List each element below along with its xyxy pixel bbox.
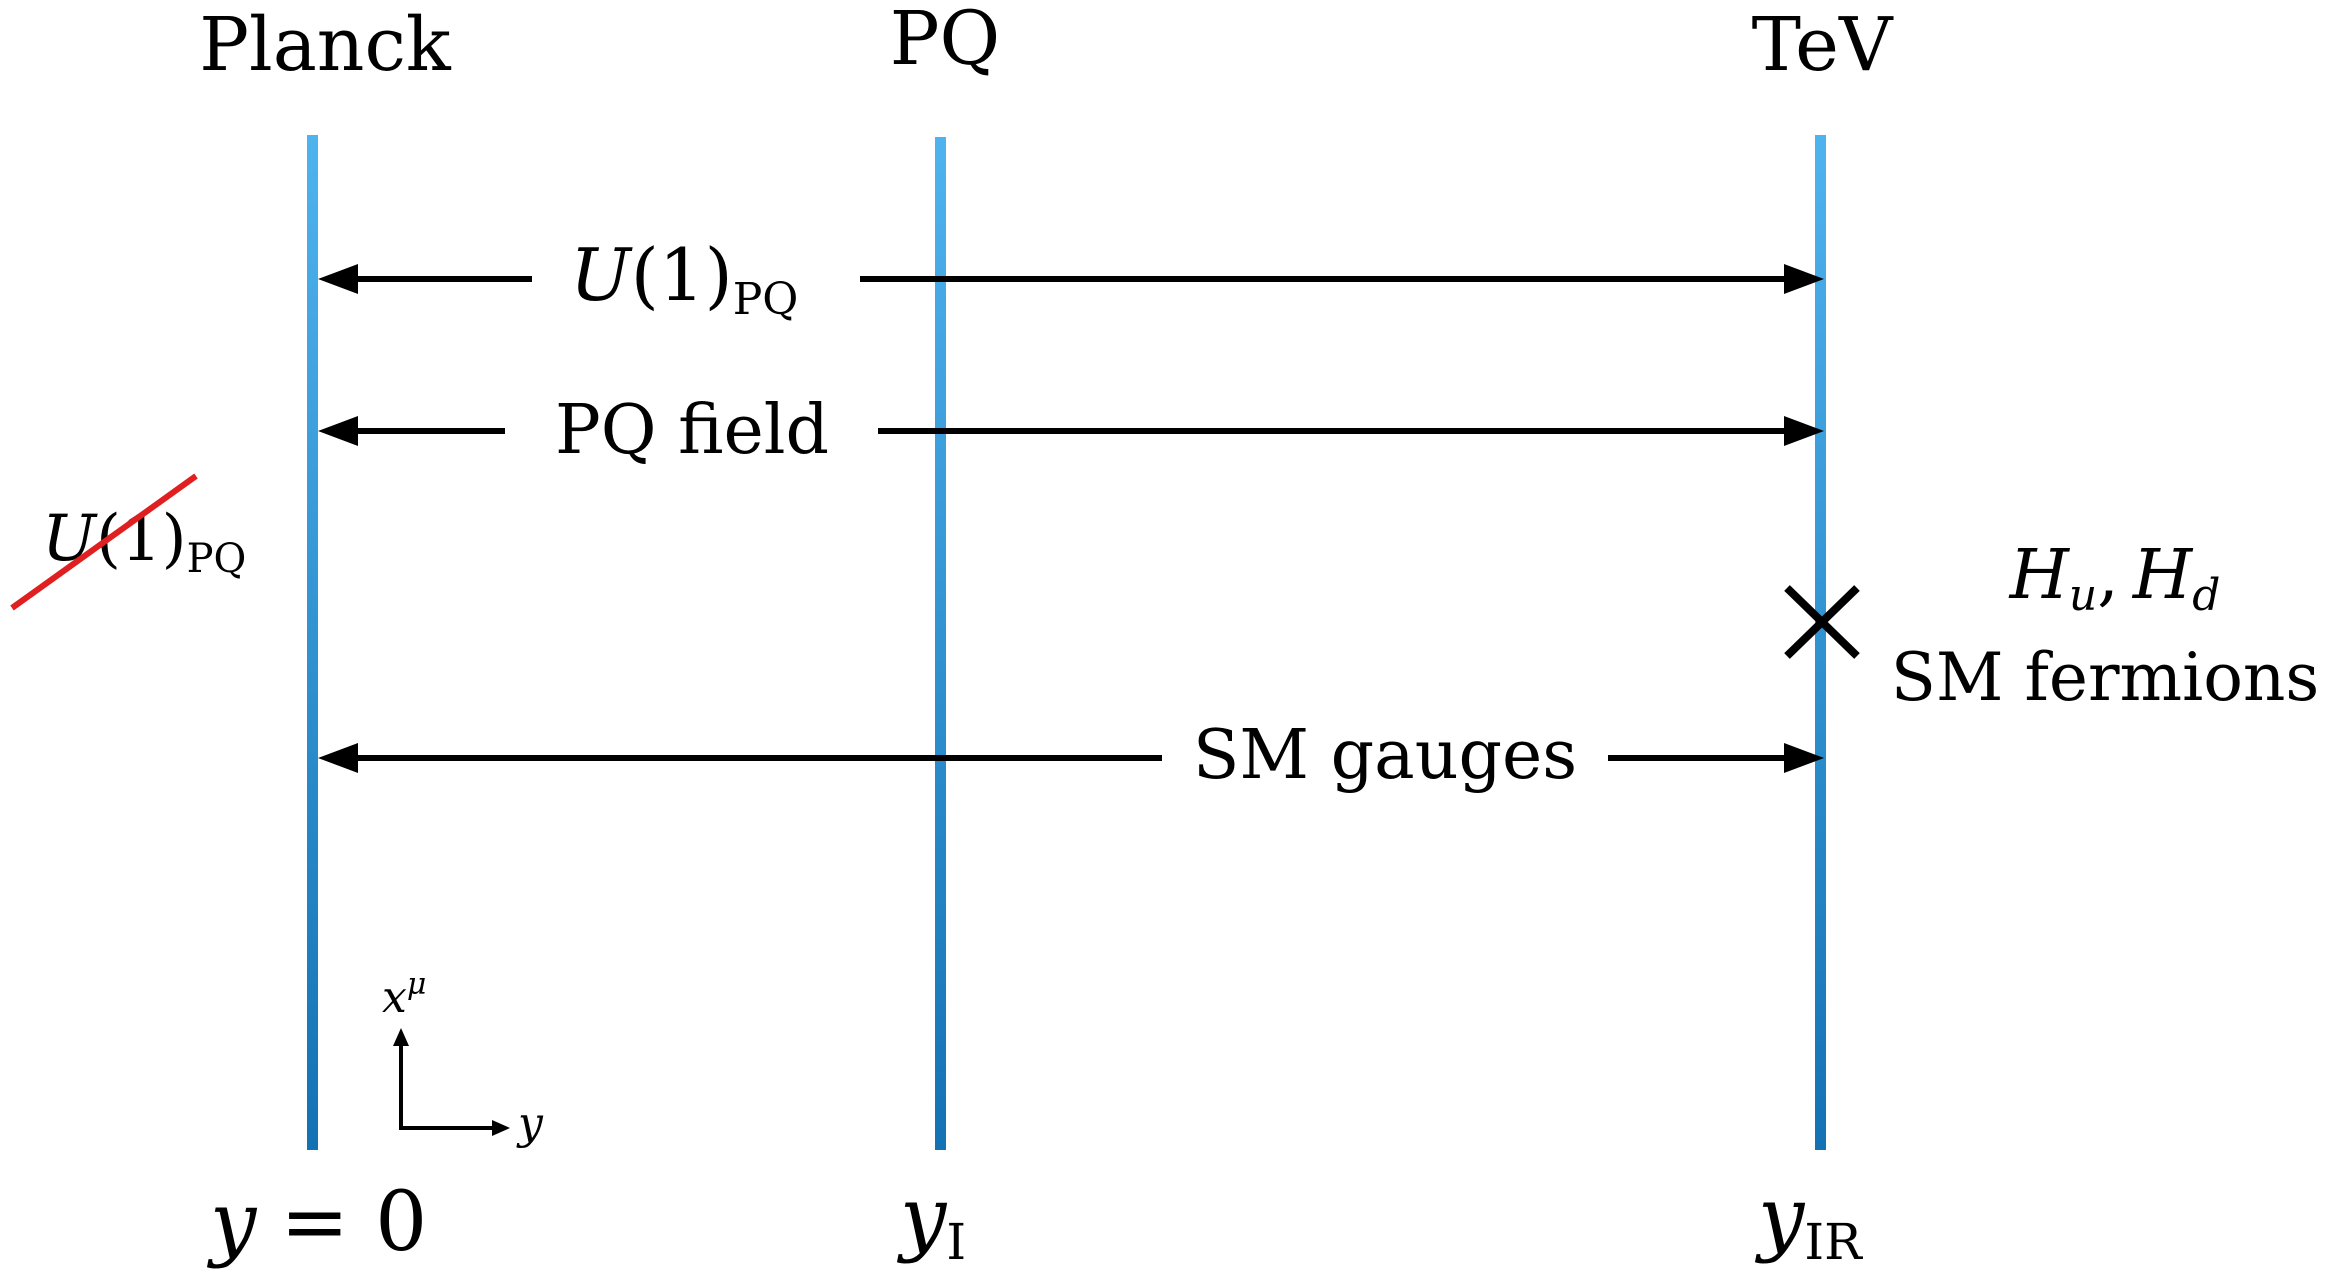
u1pq-sub: PQ: [733, 274, 799, 325]
tev-y-sub: IR: [1804, 1213, 1863, 1271]
broken-u1pq: U(1)PQ: [10, 473, 247, 611]
higgs-fields-label: Hu, Hd: [2008, 536, 2221, 621]
u1pq-paren: (1): [631, 233, 733, 317]
localization-cross-icon: [1784, 585, 1860, 659]
pq-field-label: PQ field: [555, 391, 829, 470]
broken-u1pq-sub: PQ: [187, 536, 247, 582]
arrow-head-left: [318, 416, 358, 446]
u1pq-label: U(1)PQ: [570, 233, 798, 325]
pq-brane: [935, 137, 946, 1150]
tev-y: y: [1754, 1170, 1806, 1265]
pq-position-label: yI: [896, 1170, 966, 1271]
strike-line: [10, 473, 198, 611]
vertical-axis-label: xμ: [382, 967, 426, 1023]
sm-gauges-label: SM gauges: [1193, 716, 1577, 795]
pq-label: PQ: [890, 0, 1000, 82]
planck-brane: [307, 135, 318, 1150]
u1pq-main: U: [570, 233, 633, 317]
hu-symbol: H: [2008, 536, 2071, 615]
pq-y-sub: I: [946, 1213, 966, 1271]
mu-superscript: μ: [407, 967, 427, 1002]
planck-position-label: y = 0: [206, 1175, 427, 1270]
tev-label: TeV: [1752, 2, 1894, 88]
pq-y: y: [896, 1170, 948, 1265]
u1pq-arrow: U(1)PQ: [318, 233, 1824, 325]
arrow-head-right: [1784, 264, 1824, 294]
sm-gauges-arrow: SM gauges: [318, 716, 1824, 795]
planck-label: Planck: [199, 2, 452, 88]
coordinate-axes: xμ y: [382, 967, 544, 1149]
horizontal-axis-arrow-icon: [492, 1120, 510, 1136]
arrow-head-right: [1784, 416, 1824, 446]
sm-fermions-label: SM fermions: [1891, 639, 2320, 716]
arrow-head-left: [318, 743, 358, 773]
planck-eq: = 0: [280, 1175, 427, 1270]
arrow-head-left: [318, 264, 358, 294]
pq-field-arrow: PQ field: [318, 391, 1824, 470]
vertical-axis-arrow-icon: [393, 1028, 409, 1046]
tev-brane: [1815, 135, 1826, 1150]
tev-position-label: yIR: [1754, 1170, 1863, 1271]
x-symbol: x: [382, 972, 407, 1023]
planck-y: y: [206, 1175, 258, 1270]
hu-subscript: u: [2069, 570, 2097, 621]
horizontal-axis-label: y: [516, 1098, 544, 1149]
higgs-separator: ,: [2097, 536, 2119, 615]
arrow-head-right: [1784, 743, 1824, 773]
hd-symbol: H: [2131, 536, 2194, 615]
hd-subscript: d: [2192, 570, 2220, 621]
